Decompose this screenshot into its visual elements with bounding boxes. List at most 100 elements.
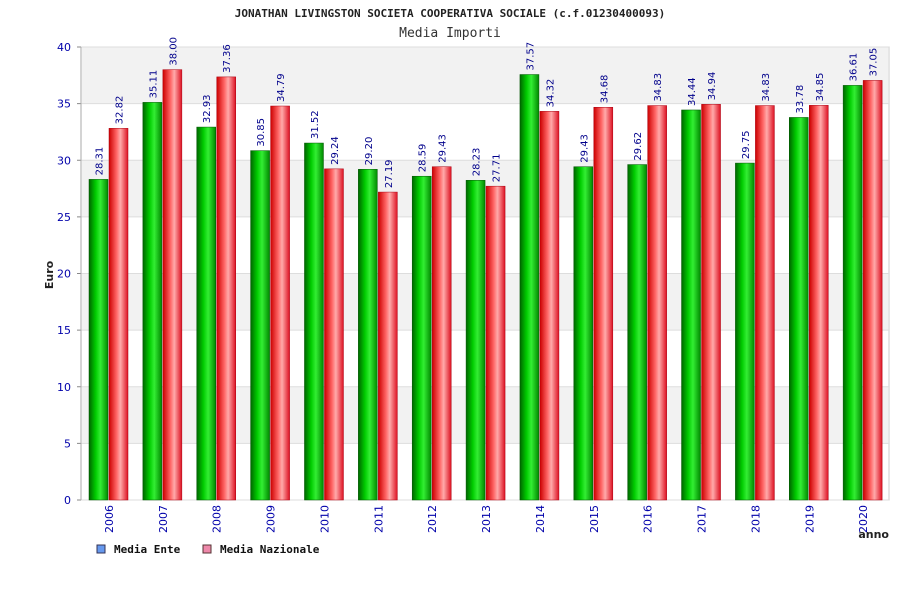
data-label: 38.00 [168, 37, 179, 66]
plot-band [82, 47, 888, 104]
bar-media-nazionale-2006 [108, 128, 129, 501]
x-axis-ticks: 2006 2007 2008 2009 2010 2011 2012 2013 2014 2015… [103, 505, 870, 533]
data-label: 34.83 [761, 73, 772, 102]
legend-swatch-media-nazionale [202, 544, 212, 554]
data-label: 34.44 [687, 77, 698, 106]
data-label: 29.20 [364, 137, 375, 166]
data-label: 32.82 [115, 96, 126, 125]
bar-media-nazionale-2008 [216, 76, 236, 501]
x-tick-label: 2013 [480, 505, 493, 533]
legend-label-media-nazionale: Media Nazionale [220, 543, 320, 556]
x-tick-label: 2019 [803, 505, 816, 533]
x-tick-label: 2017 [696, 505, 709, 533]
y-tick-label: 15 [57, 324, 71, 337]
legend-swatch-media-ente [96, 544, 106, 554]
y-tick-label: 40 [57, 41, 71, 54]
legend: Media Ente Media Nazionale [96, 543, 320, 556]
data-label: 29.75 [741, 130, 752, 159]
x-tick-label: 2015 [588, 505, 601, 533]
data-label: 29.43 [579, 134, 590, 163]
x-tick-label: 2016 [642, 505, 655, 533]
data-label: 32.93 [202, 94, 213, 123]
x-tick-label: 2012 [426, 505, 439, 533]
bar-media-ente-2020 [842, 85, 863, 501]
bar-media-ente-2016 [627, 164, 647, 501]
plot-band [82, 103, 888, 161]
bar-media-ente-2018 [735, 162, 755, 501]
bar-media-ente-2007 [142, 102, 163, 501]
bar-media-ente-2013 [465, 180, 486, 501]
bar-media-nazionale-2014 [539, 111, 560, 501]
x-tick-label: 2009 [265, 505, 278, 533]
bar-media-ente-2014 [519, 74, 540, 501]
data-label: 34.94 [707, 72, 718, 101]
bar-media-nazionale-2020 [862, 80, 883, 501]
bar-media-ente-2011 [358, 169, 378, 501]
x-tick-label: 2018 [749, 505, 762, 533]
data-label: 34.85 [815, 73, 826, 102]
data-label: 30.85 [256, 118, 267, 147]
y-axis-label: Euro [43, 260, 56, 289]
bar-media-nazionale-2007 [162, 69, 183, 501]
bars [88, 69, 883, 501]
bar-media-ente-2015 [573, 166, 594, 501]
x-tick-label: 2010 [318, 505, 331, 533]
data-label: 27.71 [492, 154, 503, 183]
bar-media-ente-2006 [88, 179, 109, 501]
y-tick-label: 30 [57, 154, 71, 167]
bar-media-nazionale-2019 [809, 105, 829, 501]
data-label: 37.57 [525, 42, 536, 71]
y-tick-label: 5 [64, 437, 71, 450]
y-tick-label: 10 [57, 381, 71, 394]
bar-media-nazionale-2016 [647, 105, 667, 501]
y-tick-label: 25 [57, 211, 71, 224]
y-tick-label: 0 [64, 494, 71, 507]
bar-media-ente-2010 [304, 142, 324, 501]
data-label: 27.19 [384, 159, 395, 188]
bar-media-ente-2017 [681, 109, 701, 501]
bar-media-nazionale-2009 [270, 105, 290, 501]
legend-label-media-ente: Media Ente [114, 543, 181, 556]
x-tick-label: 2007 [157, 505, 170, 533]
chart-title: JONATHAN LIVINGSTON SOCIETA COOPERATIVA … [235, 7, 665, 20]
data-label: 34.79 [276, 73, 287, 102]
data-label: 29.43 [438, 134, 449, 163]
data-label: 28.59 [418, 144, 429, 173]
data-label: 31.52 [310, 110, 321, 139]
data-label: 34.68 [599, 75, 610, 104]
x-tick-label: 2008 [211, 505, 224, 533]
data-label: 37.05 [869, 48, 880, 77]
x-axis-label: anno [858, 528, 889, 541]
bar-media-ente-2012 [411, 175, 432, 501]
chart-subtitle: Media Importi [399, 26, 501, 41]
bar-media-ente-2019 [789, 117, 809, 501]
bar-media-nazionale-2018 [755, 105, 775, 501]
x-tick-label: 2011 [372, 505, 385, 533]
bar-media-ente-2009 [250, 150, 270, 501]
data-label: 33.78 [795, 85, 806, 114]
x-tick-label: 2020 [857, 505, 870, 533]
y-axis-ticks: 0 5 10 15 20 25 30 35 40 [57, 41, 82, 507]
y-tick-label: 20 [57, 268, 71, 281]
data-label: 28.31 [95, 147, 106, 176]
bar-media-nazionale-2010 [324, 168, 344, 501]
data-label: 37.36 [222, 44, 233, 73]
data-label: 36.61 [849, 53, 860, 82]
data-label: 29.24 [330, 136, 341, 165]
bar-media-ente-2008 [196, 126, 216, 501]
x-tick-label: 2014 [534, 505, 547, 533]
bar-media-nazionale-2013 [485, 185, 506, 501]
y-tick-label: 35 [57, 98, 71, 111]
data-label: 29.62 [633, 132, 644, 161]
data-labels: 28.31 32.82 35.11 38.00 32.93 37.36 30.85 34.79… [95, 37, 880, 188]
data-label: 28.23 [472, 148, 483, 177]
bar-media-nazionale-2017 [701, 104, 721, 501]
data-label: 35.11 [148, 70, 159, 99]
bar-media-nazionale-2012 [431, 166, 452, 501]
data-label: 34.83 [653, 73, 664, 102]
data-label: 34.32 [545, 79, 556, 108]
x-tick-label: 2006 [103, 505, 116, 533]
bar-media-nazionale-2011 [378, 191, 398, 501]
bar-media-nazionale-2015 [593, 106, 614, 501]
